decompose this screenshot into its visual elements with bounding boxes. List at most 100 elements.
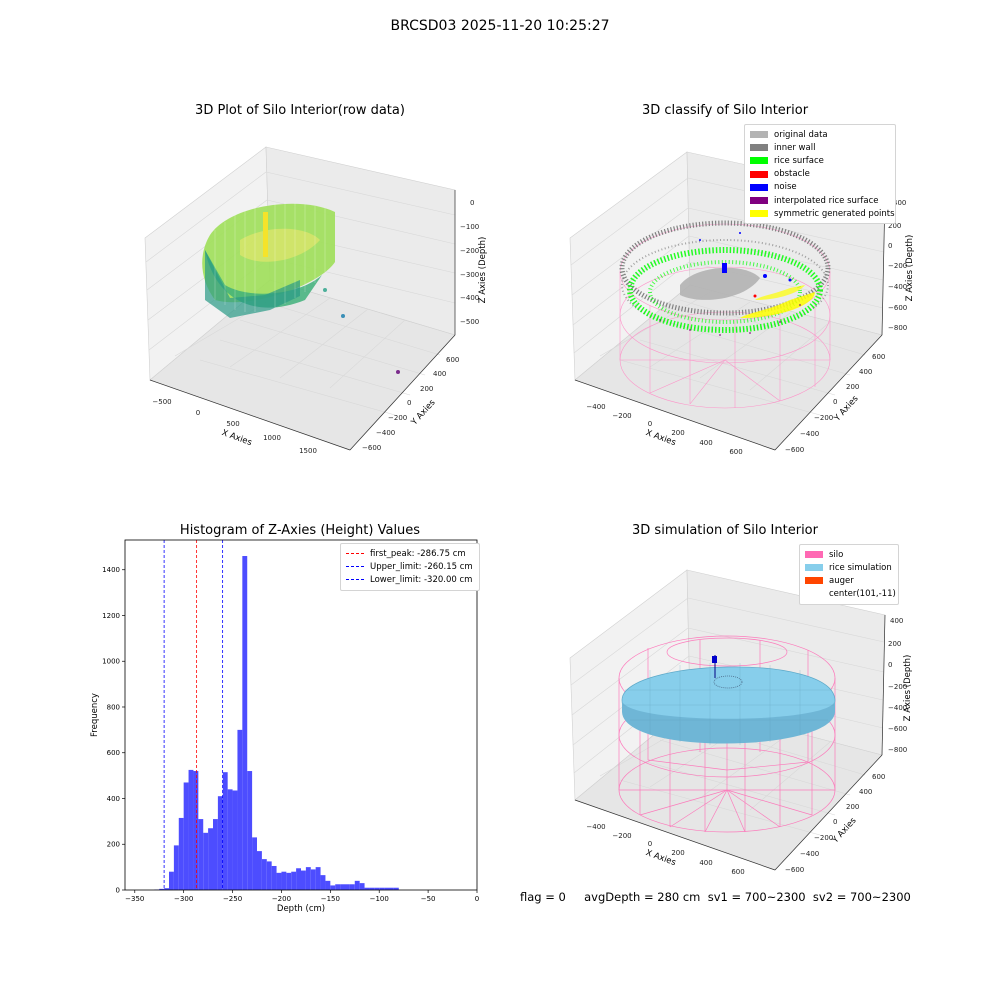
classify-legend-item: inner wall: [750, 141, 890, 154]
classify-ytick: 400: [859, 368, 872, 376]
histogram-bar: [286, 872, 292, 890]
simulation-legend-item: rice simulation: [805, 561, 893, 574]
classify-legend-item: symmetric generated points: [750, 207, 895, 220]
raw-ytick: −400: [376, 429, 395, 437]
histogram-legend-item: Upper_limit: -260.15 cm: [346, 560, 474, 573]
histogram-bar: [159, 888, 165, 890]
histogram-bar: [193, 771, 199, 890]
histogram-bar: [227, 789, 233, 890]
classify-legend-label: interpolated rice surface: [774, 195, 879, 206]
simulation-legend-swatch: [805, 577, 823, 585]
histogram-bar: [296, 868, 301, 890]
histogram-bar: [301, 870, 306, 890]
simulation-legend-label: rice simulation: [829, 562, 892, 573]
histogram-xtick-label: 0: [475, 895, 479, 903]
classify-legend-swatch: [750, 144, 768, 152]
simulation-xtick: −400: [586, 823, 605, 831]
histogram-legend-label: Upper_limit: -260.15 cm: [370, 561, 473, 572]
raw-xtick: 500: [226, 420, 239, 428]
histogram-bar: [359, 883, 365, 890]
classify-ztick: 200: [888, 222, 901, 230]
histogram-bar: [217, 796, 223, 890]
simulation-legend-label: auger: [829, 575, 854, 586]
histogram-xtick-label: −250: [223, 895, 242, 903]
histogram-ytick-label: 1400: [102, 566, 120, 574]
figure-suptitle: BRCSD03 2025-11-20 10:25:27: [390, 18, 610, 34]
histogram-bar: [222, 772, 228, 890]
histogram-bar: [164, 888, 169, 890]
histogram-bar: [271, 865, 277, 890]
raw-3d-plot: −500 0 500 1000 1500 600 400 200 0 −200 …: [144, 146, 488, 455]
histogram-bar: [257, 851, 262, 890]
histogram-bar: [203, 832, 209, 890]
simulation-xtick: 200: [671, 849, 684, 857]
histogram-bar: [340, 884, 345, 890]
histogram-xtick-label: −100: [370, 895, 389, 903]
raw-ytick: 600: [446, 356, 459, 364]
simulation-ztick: −800: [888, 746, 907, 754]
raw-zlabel: Z Axies (Depth): [478, 237, 488, 304]
histogram-bar: [320, 875, 326, 890]
histogram-ylabel: Frequency: [90, 693, 100, 737]
classify-legend-swatch: [750, 210, 768, 218]
status-footer: flag = 0 avgDepth = 280 cm sv1 = 700~230…: [520, 890, 911, 904]
classify-legend-item: interpolated rice surface: [750, 194, 890, 207]
histogram-bar: [310, 869, 316, 890]
simulation-legend-label: center(101,-11): [829, 589, 896, 600]
raw-ztick: −200: [460, 247, 479, 255]
simulation-ztick: 0: [888, 661, 892, 669]
classify-xtick: −400: [586, 403, 605, 411]
classify-ytick: −400: [800, 430, 819, 438]
raw-ztick: −300: [460, 271, 479, 279]
classify-ytick: −600: [785, 446, 804, 454]
histogram-legend-item: Lower_limit: -320.00 cm: [346, 573, 474, 586]
simulation-ytick: 600: [872, 773, 885, 781]
classify-legend-label: obstacle: [774, 169, 810, 180]
histogram-bar: [276, 872, 282, 890]
histogram-bar: [315, 867, 321, 890]
simulation-panel-title: 3D simulation of Silo Interior: [632, 523, 818, 538]
simulation-ytick: −200: [814, 834, 833, 842]
raw-ztick: −100: [460, 223, 479, 231]
classify-legend-label: symmetric generated points: [774, 208, 895, 219]
histogram-bar: [393, 887, 399, 890]
simulation-ytick: 400: [859, 788, 872, 796]
classify-legend-item: rice surface: [750, 154, 890, 167]
histogram-bar: [349, 884, 355, 890]
classify-xtick: −200: [612, 412, 631, 420]
classify-legend-label: rice surface: [774, 155, 824, 166]
histogram-xtick-label: −350: [125, 895, 144, 903]
histogram-ytick-label: 800: [107, 703, 120, 711]
classify-legend-label: inner wall: [774, 142, 816, 153]
classify-ztick: −400: [888, 283, 907, 291]
histogram-bar: [169, 871, 174, 890]
raw-xtick: −500: [152, 398, 171, 406]
classify-legend-label: original data: [774, 129, 828, 140]
simulation-3d-plot: −400 −200 0 200 400 600 600 400 200 0 −2…: [569, 569, 913, 876]
histogram-ytick-label: 600: [107, 749, 120, 757]
simulation-xtick: 0: [648, 840, 652, 848]
histogram-bar: [354, 880, 360, 890]
histogram-legend-label: first_peak: -286.75 cm: [370, 548, 466, 559]
simulation-ztick: 200: [888, 640, 901, 648]
histogram-bar: [305, 867, 311, 890]
simulation-ztick: 400: [890, 617, 903, 625]
histogram-bar: [247, 771, 253, 890]
classify-ztick: −600: [888, 304, 907, 312]
histogram-bar: [237, 729, 243, 890]
classify-legend-item: noise: [750, 181, 890, 194]
histogram-xtick-label: −200: [272, 895, 291, 903]
classify-xtick: 600: [729, 448, 742, 456]
simulation-zlabel: Z Axies (Depth): [903, 655, 913, 722]
histogram-legend: first_peak: -286.75 cm Upper_limit: -260.…: [340, 543, 480, 591]
histogram-ytick-label: 0: [116, 887, 120, 895]
histogram-bar: [291, 871, 297, 890]
simulation-legend-swatch: [805, 564, 823, 572]
classify-ztick: −200: [888, 262, 907, 270]
simulation-legend-item: center(101,-11): [805, 588, 896, 601]
classify-ztick: 0: [888, 242, 892, 250]
histogram-legend-label: Lower_limit: -320.00 cm: [370, 574, 473, 585]
histogram-ytick-label: 400: [107, 795, 120, 803]
histogram-legend-swatch: [346, 553, 364, 555]
